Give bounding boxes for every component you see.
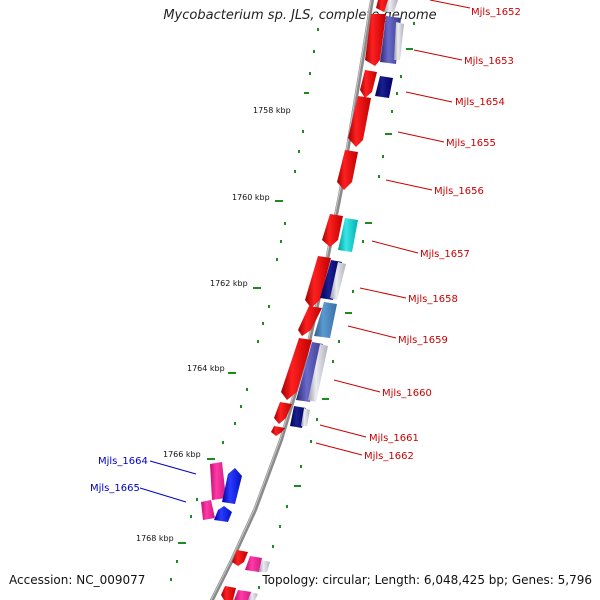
gene-label-mjls-1655[interactable]: Mjls_1655	[446, 138, 496, 149]
label-leaders	[139, 0, 471, 503]
ruler-ticks-right	[258, 22, 415, 589]
ruler-label: 1768 kbp	[136, 534, 174, 543]
feature-block-steel	[314, 302, 337, 338]
gene-mjls-1664-arrow[interactable]	[222, 468, 242, 504]
gene-label-mjls-1652[interactable]: Mjls_1652	[471, 7, 521, 18]
gene-label-mjls-1656[interactable]: Mjls_1656	[434, 186, 484, 197]
gene-mjls-1657-arrow[interactable]	[322, 214, 343, 247]
gene-mjls-1661-arrow[interactable]	[274, 402, 292, 424]
forward-strand-genes	[201, 462, 242, 522]
feature-block-pink	[234, 590, 252, 600]
forward-gene-labels: Mjls_1664 Mjls_1665	[90, 456, 148, 494]
feature-block-gray	[384, 0, 398, 12]
gene-label-mjls-1658[interactable]: Mjls_1658	[408, 294, 458, 305]
gene-label-mjls-1662[interactable]: Mjls_1662	[364, 451, 414, 462]
feature-block-cyan	[338, 218, 358, 252]
gene-mjls-1656-arrow[interactable]	[337, 150, 358, 190]
feature-block-slate	[296, 342, 323, 402]
reverse-gene-labels: Mjls_1652 Mjls_1653 Mjls_1654 Mjls_1655 …	[364, 7, 521, 462]
gene-mjls-1658-arrow[interactable]	[305, 256, 331, 308]
gene-label-mjls-1661[interactable]: Mjls_1661	[369, 433, 419, 444]
gene-label-mjls-1665[interactable]: Mjls_1665	[90, 483, 140, 494]
gene-mjls-1662-arrow[interactable]	[271, 426, 285, 436]
gene-arrow[interactable]	[232, 550, 248, 566]
gene-mjls-1653-arrow[interactable]	[365, 14, 386, 66]
feature-block-gray	[330, 262, 346, 300]
feature-block-gray	[301, 408, 310, 426]
gene-label-mjls-1659[interactable]: Mjls_1659	[398, 335, 448, 346]
gene-arrow[interactable]	[221, 586, 236, 600]
gene-mjls-1655-arrow[interactable]	[348, 96, 371, 147]
feature-block-gray	[248, 592, 258, 600]
ruler-label: 1758 kbp	[253, 106, 291, 115]
gene-mjls-1654-arrow[interactable]	[360, 70, 377, 98]
gene-mjls-1659-arrow[interactable]	[298, 306, 322, 336]
gene-mjls-1665-arrow[interactable]	[214, 506, 232, 522]
gene-label-mjls-1657[interactable]: Mjls_1657	[420, 249, 470, 260]
gene-mjls-1660-arrow[interactable]	[281, 338, 312, 400]
gene-mjls-1665-block[interactable]	[201, 500, 215, 520]
ruler-label: 1760 kbp	[232, 193, 270, 202]
genome-backbone	[210, 0, 374, 600]
accession-text: Accession: NC_009077	[9, 573, 146, 587]
topology-text: Topology: circular; Length: 6,048,425 bp…	[262, 573, 592, 587]
feature-blocks	[234, 0, 404, 600]
gene-mjls-1664-block[interactable]	[210, 462, 226, 500]
feature-block-navy	[375, 76, 393, 98]
gene-label-mjls-1664[interactable]: Mjls_1664	[98, 456, 148, 467]
feature-block-gray	[394, 22, 404, 60]
feature-block-pink	[245, 556, 262, 572]
feature-block-gray	[259, 560, 270, 572]
gene-label-mjls-1660[interactable]: Mjls_1660	[382, 388, 432, 399]
gene-label-mjls-1654[interactable]: Mjls_1654	[455, 97, 505, 108]
ruler-label: 1766 kbp	[163, 450, 201, 459]
ruler-ticks-left	[170, 28, 319, 581]
reverse-strand-genes	[221, 0, 392, 600]
ruler-label: 1762 kbp	[210, 279, 248, 288]
ruler-labels: 1758 kbp 1760 kbp 1762 kbp 1764 kbp 1766…	[136, 106, 291, 543]
ruler-label: 1764 kbp	[187, 364, 225, 373]
feature-block-gray	[308, 344, 328, 402]
gene-label-mjls-1653[interactable]: Mjls_1653	[464, 56, 514, 67]
